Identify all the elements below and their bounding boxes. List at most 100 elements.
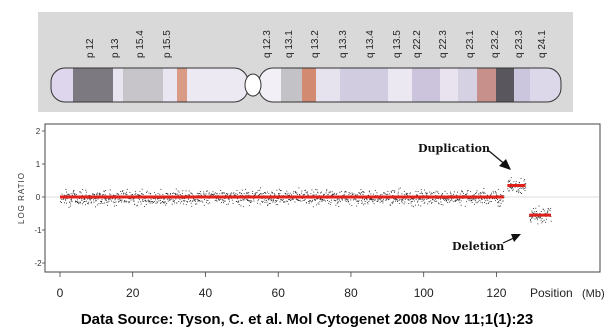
data-point <box>535 217 537 219</box>
data-point <box>199 200 201 202</box>
data-point <box>511 188 512 190</box>
data-point <box>207 199 209 201</box>
data-point <box>85 194 87 196</box>
data-point <box>178 201 180 202</box>
data-point <box>400 199 402 201</box>
data-point <box>114 198 116 200</box>
data-point <box>455 199 457 201</box>
data-point <box>303 194 305 196</box>
data-point <box>404 201 406 203</box>
data-point <box>96 194 98 196</box>
data-point <box>112 201 114 203</box>
data-point <box>420 199 422 200</box>
data-point <box>312 199 313 201</box>
data-point <box>197 199 199 201</box>
data-point <box>370 193 372 195</box>
data-point <box>343 193 345 195</box>
data-point <box>81 194 83 196</box>
data-point <box>522 186 524 188</box>
data-point <box>503 197 505 198</box>
data-point <box>291 198 293 200</box>
data-point <box>213 193 215 195</box>
data-point <box>281 200 283 201</box>
data-point <box>330 194 332 196</box>
data-point <box>70 199 72 201</box>
data-point <box>257 202 258 204</box>
data-point <box>299 194 301 196</box>
data-point <box>206 201 207 203</box>
data-point <box>275 201 277 202</box>
data-point <box>287 200 288 202</box>
annotations: Duplication Deletion <box>418 142 521 253</box>
data-point <box>475 192 476 194</box>
data-point <box>233 192 235 194</box>
data-point <box>72 191 74 193</box>
data-point <box>356 201 358 202</box>
data-point <box>353 193 355 195</box>
data-point <box>383 192 385 194</box>
data-point <box>218 199 219 201</box>
data-point <box>407 193 408 195</box>
data-point <box>512 190 514 192</box>
data-point <box>356 205 358 207</box>
data-point <box>317 191 319 193</box>
data-point <box>304 199 306 200</box>
data-point <box>84 201 86 202</box>
data-point <box>354 198 356 200</box>
data-point <box>369 190 370 192</box>
data-point <box>216 200 218 202</box>
y-axis-label: LOG RATIO <box>17 172 26 224</box>
data-point <box>146 192 147 193</box>
data-point <box>479 200 481 201</box>
data-point <box>391 191 392 193</box>
band-label: q 12.3 <box>262 30 273 58</box>
data-point <box>462 195 464 196</box>
data-point <box>279 201 281 203</box>
data-point <box>389 193 391 195</box>
data-point <box>381 200 383 202</box>
data-point <box>258 199 260 201</box>
data-point <box>149 201 150 202</box>
data-point <box>189 194 190 196</box>
data-point <box>335 204 337 206</box>
data-point <box>307 194 309 196</box>
data-point <box>500 205 502 207</box>
data-point <box>248 200 250 202</box>
data-point <box>391 201 393 203</box>
data-point <box>217 198 219 199</box>
data-point <box>76 202 78 203</box>
data-point <box>221 202 222 204</box>
data-point <box>192 200 194 202</box>
x-axis-label: Position <box>530 286 573 300</box>
data-point <box>182 200 184 202</box>
chromosome-band <box>530 68 561 102</box>
chromosome-band <box>412 68 440 102</box>
data-point <box>423 199 425 201</box>
data-point <box>212 194 214 195</box>
band-label: q 22.3 <box>438 30 449 58</box>
data-point <box>312 206 314 208</box>
data-point <box>330 202 332 204</box>
data-point <box>361 192 362 194</box>
data-point <box>351 192 353 194</box>
data-point <box>177 190 179 192</box>
data-point <box>438 193 440 194</box>
data-point <box>311 200 313 202</box>
band-label: q 23.1 <box>465 30 476 58</box>
data-point <box>164 201 166 203</box>
data-point <box>121 199 123 201</box>
chromosome-band <box>388 68 412 102</box>
data-point <box>366 202 368 203</box>
data-point <box>459 202 461 204</box>
data-point <box>525 187 527 189</box>
data-point <box>238 204 240 205</box>
data-point <box>377 200 379 202</box>
data-point <box>221 193 223 195</box>
data-point <box>411 200 413 202</box>
data-point <box>332 194 334 196</box>
data-point <box>341 198 343 199</box>
data-point <box>291 194 292 196</box>
data-point <box>377 199 379 201</box>
data-point <box>418 198 420 200</box>
data-point <box>270 198 272 200</box>
